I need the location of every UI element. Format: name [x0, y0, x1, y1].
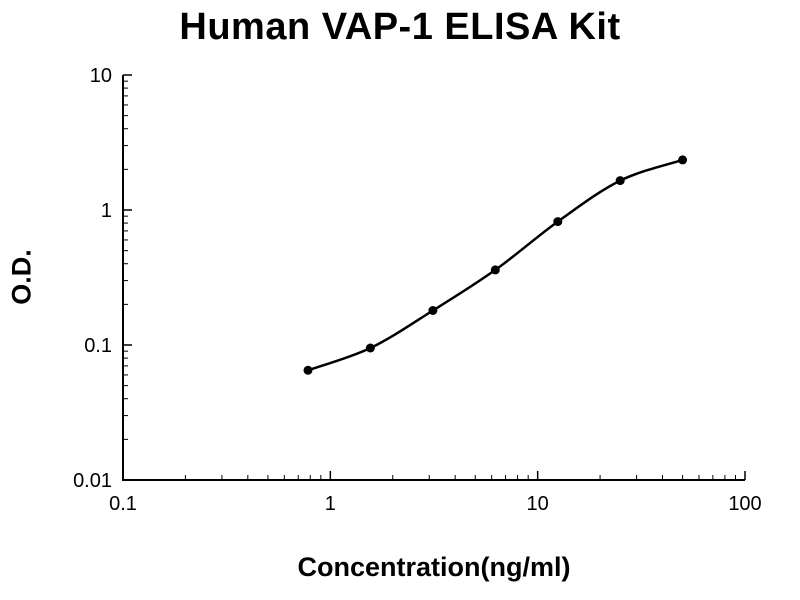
axes: [122, 75, 745, 481]
y-tick-label: 10: [90, 65, 112, 87]
data-point-marker: [553, 217, 563, 227]
data-point-marker: [303, 365, 313, 375]
data-point-marker: [615, 176, 625, 186]
chart-title: Human VAP-1 ELISA Kit: [179, 6, 621, 48]
y-tick-label: 0.1: [84, 335, 112, 357]
data-point-marker: [678, 155, 688, 165]
x-tick-label: 1: [325, 493, 336, 515]
x-axis-label: Concentration(ng/ml): [297, 552, 571, 582]
y-tick-label: 1: [101, 200, 112, 222]
data-point-marker: [490, 265, 500, 275]
x-tick-label: 100: [728, 493, 761, 515]
data-point-marker: [428, 306, 438, 315]
y-tick-label: 0.01: [73, 470, 112, 492]
curve-line: [306, 158, 684, 372]
data-point-marker: [365, 343, 375, 353]
x-tick-label: 10: [527, 493, 549, 515]
x-tick-label: 0.1: [109, 493, 137, 515]
axis-ticks: [122, 74, 746, 481]
data-series: [303, 155, 688, 375]
